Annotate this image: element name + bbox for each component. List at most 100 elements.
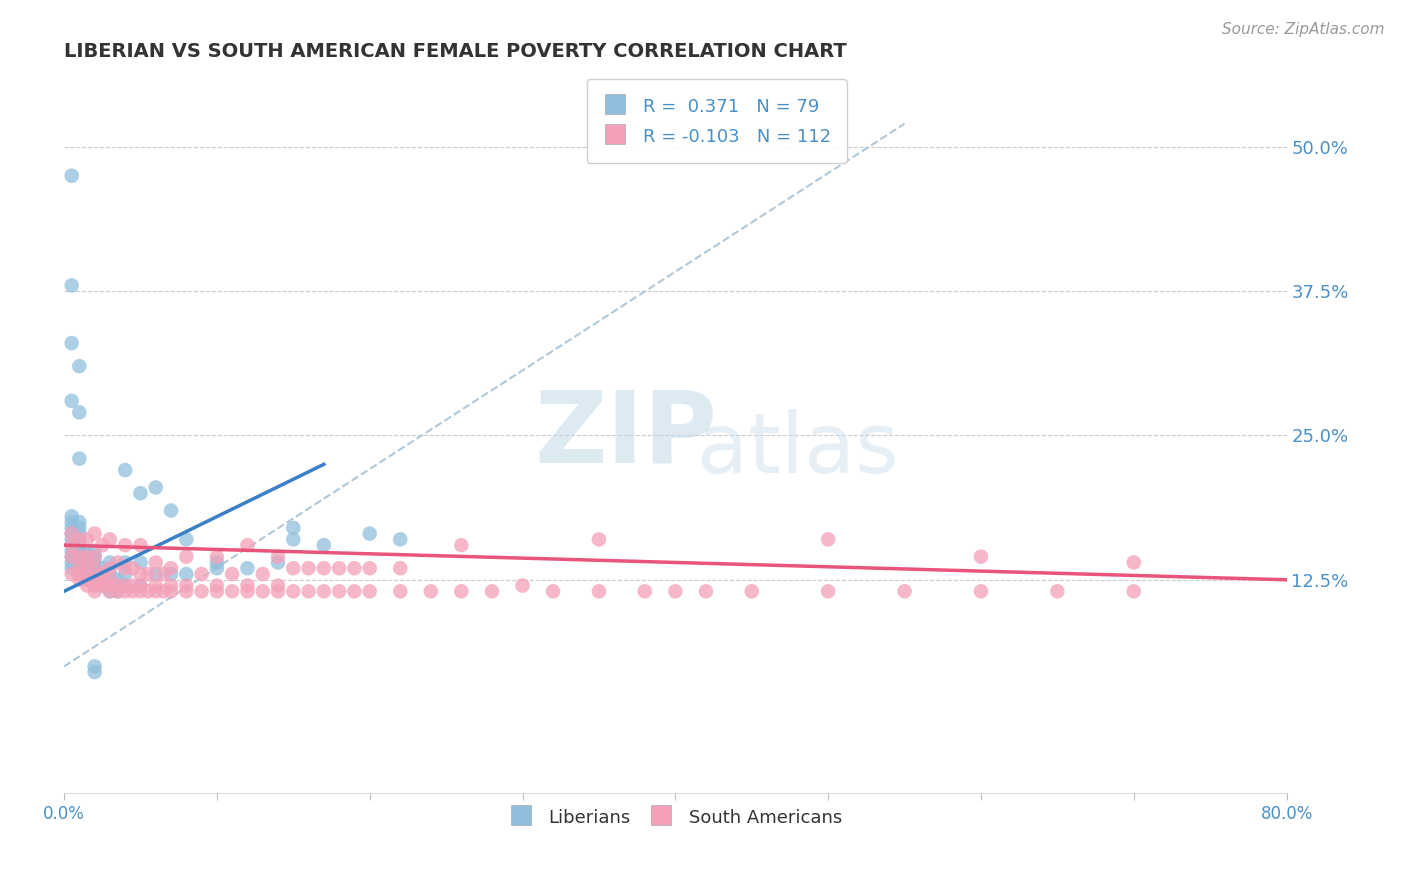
Point xyxy=(359,526,381,541)
Point xyxy=(83,573,105,587)
Point xyxy=(236,538,259,552)
Point xyxy=(267,578,290,592)
Point xyxy=(107,578,129,592)
Point xyxy=(145,578,167,592)
Point xyxy=(98,573,121,587)
Point xyxy=(343,561,366,575)
Point xyxy=(83,549,105,564)
Point xyxy=(389,584,412,599)
Point xyxy=(83,584,105,599)
Point xyxy=(83,561,105,575)
Point xyxy=(297,561,319,575)
Point xyxy=(588,533,610,547)
Point xyxy=(205,578,228,592)
Point xyxy=(252,567,274,582)
Point xyxy=(145,556,167,570)
Point xyxy=(283,533,305,547)
Point xyxy=(236,561,259,575)
Point xyxy=(312,561,335,575)
Point xyxy=(1122,584,1144,599)
Point xyxy=(160,584,183,599)
Point xyxy=(60,393,83,408)
Point xyxy=(359,584,381,599)
Point xyxy=(60,538,83,552)
Point xyxy=(114,578,136,592)
Point xyxy=(67,405,90,419)
Point xyxy=(389,533,412,547)
Point xyxy=(205,549,228,564)
Point xyxy=(283,584,305,599)
Point xyxy=(190,567,212,582)
Point xyxy=(114,561,136,575)
Point xyxy=(98,573,121,587)
Point xyxy=(129,578,152,592)
Point xyxy=(176,533,198,547)
Point xyxy=(328,584,350,599)
Point xyxy=(98,584,121,599)
Point xyxy=(83,567,105,582)
Point xyxy=(450,538,472,552)
Point xyxy=(83,526,105,541)
Point xyxy=(136,567,159,582)
Point xyxy=(267,549,290,564)
Point xyxy=(67,549,90,564)
Point xyxy=(205,561,228,575)
Point xyxy=(267,584,290,599)
Point xyxy=(129,486,152,500)
Point xyxy=(145,480,167,494)
Point xyxy=(481,584,503,599)
Point xyxy=(91,538,114,552)
Point xyxy=(91,561,114,575)
Point xyxy=(76,573,98,587)
Point xyxy=(419,584,441,599)
Point xyxy=(67,526,90,541)
Point xyxy=(205,584,228,599)
Point xyxy=(107,578,129,592)
Point xyxy=(817,584,839,599)
Point xyxy=(160,503,183,517)
Y-axis label: Female Poverty: Female Poverty xyxy=(0,371,8,500)
Point xyxy=(76,533,98,547)
Point xyxy=(67,451,90,466)
Point xyxy=(76,561,98,575)
Point xyxy=(107,584,129,599)
Point xyxy=(588,584,610,599)
Point xyxy=(83,665,105,680)
Point xyxy=(283,521,305,535)
Point xyxy=(60,549,83,564)
Point xyxy=(98,533,121,547)
Point xyxy=(741,584,763,599)
Point xyxy=(129,538,152,552)
Point xyxy=(267,556,290,570)
Point xyxy=(252,584,274,599)
Point xyxy=(76,561,98,575)
Point xyxy=(60,544,83,558)
Point xyxy=(541,584,564,599)
Point xyxy=(114,584,136,599)
Point xyxy=(67,549,90,564)
Point xyxy=(98,584,121,599)
Point xyxy=(60,526,83,541)
Text: ZIP: ZIP xyxy=(534,387,718,484)
Point xyxy=(91,578,114,592)
Point xyxy=(236,578,259,592)
Point xyxy=(67,533,90,547)
Point xyxy=(160,567,183,582)
Point xyxy=(91,567,114,582)
Point xyxy=(450,584,472,599)
Point xyxy=(114,567,136,582)
Point xyxy=(121,584,143,599)
Point xyxy=(160,561,183,575)
Point xyxy=(176,578,198,592)
Point xyxy=(67,533,90,547)
Point xyxy=(98,561,121,575)
Point xyxy=(145,584,167,599)
Point xyxy=(76,549,98,564)
Point xyxy=(60,549,83,564)
Point xyxy=(389,561,412,575)
Point xyxy=(114,556,136,570)
Point xyxy=(817,533,839,547)
Point xyxy=(91,578,114,592)
Point xyxy=(98,578,121,592)
Point xyxy=(60,278,83,293)
